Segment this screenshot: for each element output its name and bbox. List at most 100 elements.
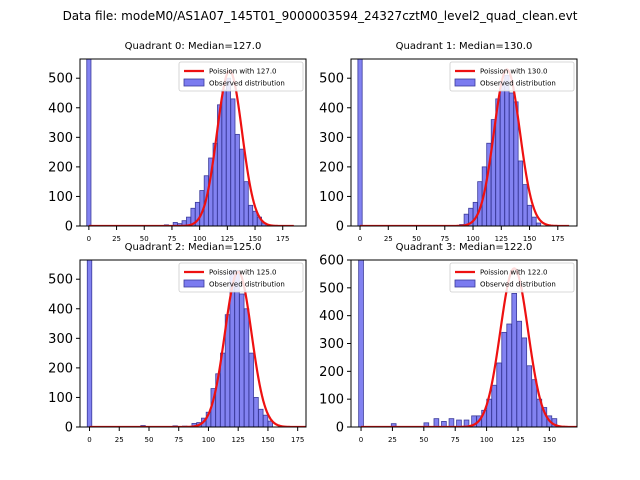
y-tick-label: 100: [48, 190, 73, 205]
legend: Poission with 130.0 Observed distribution: [449, 61, 575, 92]
axes-frame: [79, 58, 307, 227]
histogram-bar: [499, 80, 505, 226]
histogram-bar: [221, 89, 227, 226]
x-tick-label: 50: [419, 436, 428, 444]
y-tick-label: 300: [319, 337, 344, 352]
x-tick-label: 75: [167, 235, 176, 243]
panel-marks: [357, 59, 570, 226]
histogram-bar: [521, 337, 528, 427]
legend-bar-swatch: [183, 78, 205, 87]
poisson-curve: [360, 68, 570, 226]
histogram-bar: [243, 181, 249, 226]
histogram-bar: [531, 379, 538, 427]
y-tick-label: 200: [48, 160, 73, 175]
y-tick-label: 600: [319, 254, 344, 269]
y-tick-label: 100: [319, 190, 344, 205]
axes-frame: [350, 58, 578, 227]
panel-quadrant-0: Quadrant 0: Median=127.00100200300400500…: [48, 41, 307, 243]
x-tick-label: 125: [221, 235, 234, 243]
histogram-bar: [423, 422, 430, 427]
x-tick-label: 50: [140, 235, 149, 243]
x-tick-label: 100: [202, 436, 215, 444]
histogram-bar: [225, 77, 231, 226]
x-tick-label: 100: [480, 436, 493, 444]
x-tick-label: 25: [388, 436, 397, 444]
x-tick-label: 100: [466, 235, 479, 243]
legend-bar-swatch: [454, 78, 476, 87]
x-tick-label: 50: [412, 235, 421, 243]
legend-label-observed: Observed distribution: [209, 281, 285, 289]
histogram-bar: [506, 323, 512, 427]
histogram-bar: [511, 292, 518, 427]
x-tick-label: 150: [523, 235, 536, 243]
x-tick-label: 75: [451, 436, 460, 444]
y-tick-label: 300: [48, 332, 73, 347]
y-tick-label: 200: [48, 361, 73, 376]
histogram-bar: [248, 352, 254, 427]
x-tick-label: 50: [145, 436, 154, 444]
poisson-curve: [88, 69, 294, 226]
legend: Poission with 125.0 Observed distribution: [178, 262, 304, 293]
histogram-bar: [516, 320, 523, 427]
histogram-bar: [243, 308, 250, 427]
x-tick-label: 175: [276, 235, 289, 243]
x-tick-label: 125: [495, 235, 508, 243]
panel-title: Quadrant 2: Median=125.0: [125, 242, 262, 253]
x-tick-label: 150: [261, 436, 274, 444]
histogram-bar: [390, 423, 397, 427]
x-tick-label: 150: [543, 436, 556, 444]
y-tick-label: 0: [65, 220, 73, 235]
y-tick-label: 300: [319, 131, 344, 146]
histogram-bar: [517, 160, 524, 226]
legend-label-observed: Observed distribution: [209, 80, 285, 88]
y-tick-label: 300: [48, 131, 73, 146]
y-tick-label: 400: [319, 101, 344, 116]
x-tick-label: 25: [112, 235, 121, 243]
panel-marks: [358, 260, 577, 427]
histogram-bar: [504, 74, 510, 226]
legend-label-poisson: Poission with 130.0: [480, 68, 548, 76]
y-tick-label: 400: [319, 309, 344, 324]
legend: Poission with 127.0 Observed distribution: [178, 61, 304, 92]
panel-quadrant-3: Quadrant 3: Median=122.00100200300400500…: [319, 242, 578, 444]
histogram-bar: [262, 414, 269, 427]
panel-quadrant-1: Quadrant 1: Median=130.00100200300400500…: [319, 41, 578, 243]
y-tick-label: 400: [48, 101, 73, 116]
histogram-bar: [234, 269, 240, 427]
y-tick-label: 500: [319, 281, 344, 296]
x-tick-label: 25: [384, 235, 393, 243]
histogram-bar: [526, 204, 533, 226]
histogram-bar: [86, 59, 92, 226]
x-tick-label: 0: [87, 235, 91, 243]
legend-label-poisson: Poission with 122.0: [480, 269, 548, 277]
panel-title: Quadrant 1: Median=130.0: [396, 41, 533, 52]
y-tick-label: 0: [336, 220, 344, 235]
figure-title: Data file: modeM0/AS1A07_145T01_90000035…: [63, 9, 578, 23]
y-tick-label: 0: [336, 421, 344, 436]
panel-marks: [86, 59, 294, 226]
histogram-bar: [357, 59, 363, 226]
panel-title: Quadrant 3: Median=122.0: [396, 242, 533, 253]
histogram-bar: [501, 331, 507, 427]
x-tick-label: 150: [248, 235, 261, 243]
legend-bar-swatch: [454, 279, 476, 288]
histogram-bar: [448, 418, 455, 427]
legend-label-observed: Observed distribution: [480, 281, 556, 289]
x-tick-label: 0: [358, 235, 362, 243]
y-tick-label: 100: [319, 393, 344, 408]
x-tick-label: 125: [511, 436, 524, 444]
x-tick-label: 0: [87, 436, 91, 444]
histogram-bar: [358, 260, 364, 427]
legend-box: [449, 262, 575, 293]
legend-label-poisson: Poission with 125.0: [209, 269, 277, 277]
histogram-bar: [258, 408, 264, 427]
panel-title: Quadrant 0: Median=127.0: [125, 41, 262, 52]
x-tick-label: 25: [115, 436, 124, 444]
panel-quadrant-2: Quadrant 2: Median=125.00100200300400500…: [48, 242, 307, 444]
histogram-bar: [508, 92, 514, 226]
histogram-bar: [522, 184, 528, 226]
histogram-bar: [230, 98, 236, 226]
histogram-bar: [491, 384, 497, 427]
y-tick-label: 400: [48, 302, 73, 317]
x-tick-label: 100: [193, 235, 206, 243]
